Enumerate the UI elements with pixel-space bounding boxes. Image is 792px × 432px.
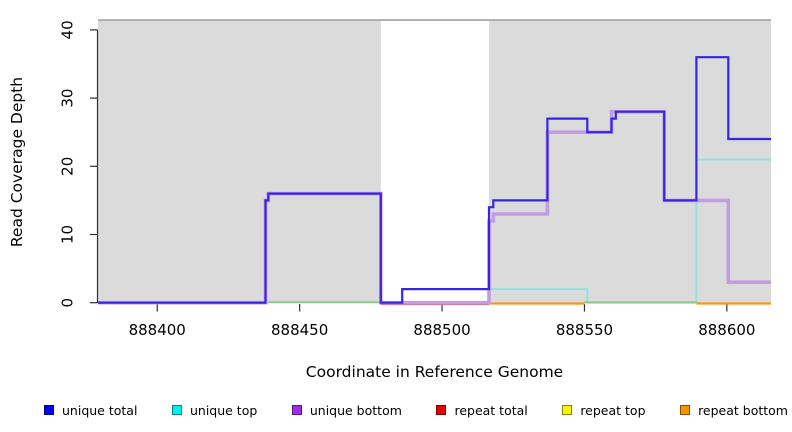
y-tick-label: 40 [59, 20, 77, 39]
x-tick-label: 888550 [556, 321, 613, 339]
y-tick-label: 10 [59, 225, 77, 244]
legend-item-repeat-top: repeat top [562, 402, 646, 418]
x-tick-label: 888500 [413, 321, 470, 339]
legend-label: repeat top [580, 402, 646, 418]
legend-item-repeat-total: repeat total [436, 402, 528, 418]
x-tick-label: 888400 [129, 321, 186, 339]
legend-swatch-icon [44, 405, 54, 415]
legend-swatch-icon [291, 405, 302, 415]
x-tick-label: 888450 [271, 321, 328, 339]
masked-region [380, 21, 490, 304]
legend-item-unique-total: unique total [44, 403, 137, 418]
series-line-unique-total [98, 56, 771, 304]
legend: unique total unique top unique bottom repea… [44, 399, 788, 421]
legend-item-repeat-bottom: repeat bottom [680, 403, 788, 418]
legend-swatch-icon [680, 405, 691, 415]
x-tick-label: 888600 [698, 321, 755, 339]
legend-swatch-icon [171, 405, 182, 415]
x-axis-title: Coordinate in Reference Genome [305, 363, 564, 381]
legend-label: unique top [189, 402, 258, 418]
y-tick-label: 20 [59, 157, 77, 176]
y-axis-title: Read Coverage Depth [8, 76, 26, 248]
legend-swatch-icon [436, 405, 447, 415]
y-tick-label: 0 [59, 298, 77, 308]
legend-swatch-icon [562, 405, 573, 415]
legend-label: unique bottom [309, 402, 402, 418]
legend-label: repeat bottom [698, 402, 788, 418]
legend-label: unique total [62, 402, 138, 418]
legend-item-unique-top: unique top [171, 402, 258, 418]
y-tick-label: 30 [59, 89, 77, 108]
legend-label: repeat total [454, 402, 528, 418]
legend-item-unique-bottom: unique bottom [291, 402, 402, 418]
